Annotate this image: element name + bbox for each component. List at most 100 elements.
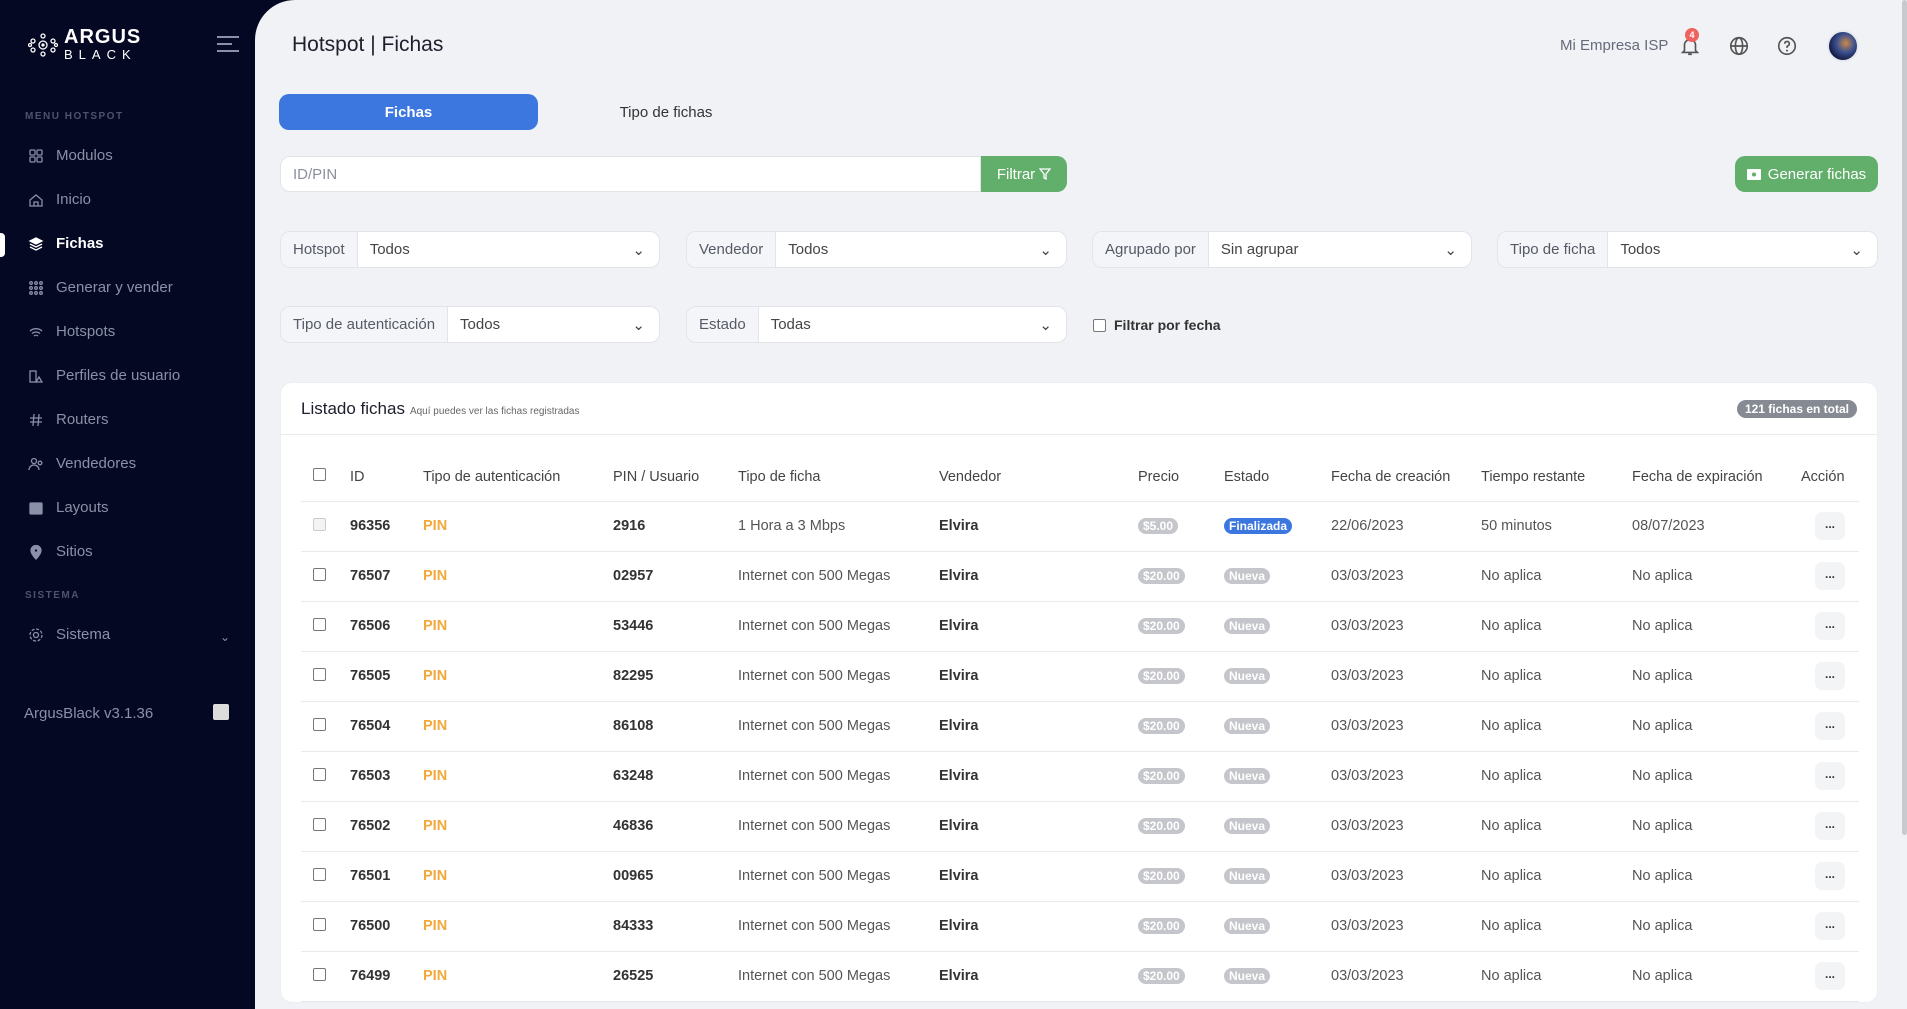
cell-restante: No aplica — [1481, 851, 1632, 902]
sidebar-item-layouts[interactable]: Layouts — [28, 499, 109, 516]
table-row[interactable]: 76499 PIN 26525 Internet con 500 Megas Elvir… — [301, 951, 1859, 1002]
generate-button[interactable]: Generar fichas — [1735, 156, 1878, 192]
row-checkbox[interactable] — [313, 567, 326, 581]
column-header[interactable]: Estado — [1224, 453, 1331, 502]
row-checkbox[interactable] — [313, 967, 326, 981]
table-row[interactable]: 76500 PIN 84333 Internet con 500 Megas Elvir… — [301, 901, 1859, 952]
cell-pin: 26525 — [613, 951, 738, 1002]
sidebar-item-generar-y-vender[interactable]: Generar y vender — [28, 279, 173, 296]
row-checkbox[interactable] — [313, 817, 326, 831]
avatar[interactable] — [1827, 30, 1859, 62]
cell-restante: No aplica — [1481, 651, 1632, 702]
scrollbar[interactable] — [1902, 0, 1907, 835]
cell-expiracion: No aplica — [1632, 751, 1801, 802]
cell-id: 76499 — [350, 951, 423, 1002]
column-header[interactable]: Tipo de autenticación — [423, 453, 613, 502]
action-button[interactable]: ... — [1815, 612, 1845, 640]
vendedor-select[interactable]: Vendedor Todos ⌄ — [686, 231, 1067, 268]
sidebar-item-sistema[interactable]: Sistema — [28, 626, 110, 643]
action-button[interactable]: ... — [1815, 812, 1845, 840]
sidebar-item-modulos[interactable]: Modulos — [28, 147, 113, 164]
row-checkbox[interactable] — [313, 767, 326, 781]
logo[interactable]: ARGUS BLACK — [28, 27, 141, 62]
chevron-down-icon: ⌄ — [1850, 241, 1863, 259]
cell-vendedor: Elvira — [939, 651, 1138, 702]
agrupado-select[interactable]: Agrupado por Sin agrupar ⌄ — [1092, 231, 1472, 268]
cell-vendedor: Elvira — [939, 851, 1138, 902]
row-checkbox[interactable] — [313, 867, 326, 881]
row-checkbox[interactable] — [313, 617, 326, 631]
table-row[interactable]: 76505 PIN 82295 Internet con 500 Megas Elvir… — [301, 651, 1859, 702]
cell-auth: PIN — [423, 751, 613, 802]
table-row[interactable]: 76503 PIN 63248 Internet con 500 Megas Elvir… — [301, 751, 1859, 802]
cell-expiracion: No aplica — [1632, 651, 1801, 702]
table-row[interactable]: 76501 PIN 00965 Internet con 500 Megas Elvir… — [301, 851, 1859, 902]
column-header[interactable]: Fecha de expiración — [1632, 453, 1801, 502]
cell-expiracion: No aplica — [1632, 951, 1801, 1002]
cell-pin: 84333 — [613, 901, 738, 952]
column-header[interactable]: ID — [350, 453, 423, 502]
tab-tipo-de-fichas[interactable]: Tipo de fichas — [619, 103, 713, 121]
column-header[interactable]: Precio — [1138, 453, 1224, 502]
menu-toggle-icon[interactable] — [217, 36, 239, 57]
sidebar-item-sitios[interactable]: Sitios — [28, 543, 93, 560]
cell-id: 76507 — [350, 551, 423, 602]
fichas-table: ID Tipo de autenticación PIN / Usuario Tipo… — [301, 453, 1859, 1002]
help-icon[interactable] — [1776, 35, 1798, 57]
estado-select[interactable]: Estado Todas ⌄ — [686, 306, 1067, 343]
table-row[interactable]: 76502 PIN 46836 Internet con 500 Megas Elvir… — [301, 801, 1859, 852]
column-header[interactable]: Tiempo restante — [1481, 453, 1632, 502]
price-badge: $20.00 — [1138, 568, 1185, 584]
action-button[interactable]: ... — [1815, 862, 1845, 890]
tipo-auth-select[interactable]: Tipo de autenticación Todos ⌄ — [280, 306, 660, 343]
flag-icon[interactable] — [213, 704, 229, 720]
cell-restante: No aplica — [1481, 801, 1632, 852]
cell-restante: No aplica — [1481, 601, 1632, 652]
search-input[interactable]: ID/PIN — [280, 156, 981, 192]
column-header[interactable]: Tipo de ficha — [738, 453, 939, 502]
row-checkbox[interactable] — [313, 667, 326, 681]
company-name[interactable]: Mi Empresa ISP — [1560, 37, 1669, 54]
hotspot-select[interactable]: Hotspot Todos ⌄ — [280, 231, 660, 268]
action-button[interactable]: ... — [1815, 662, 1845, 690]
column-header[interactable]: Fecha de creación — [1331, 453, 1481, 502]
action-button[interactable]: ... — [1815, 912, 1845, 940]
row-checkbox[interactable] — [313, 517, 326, 531]
table-row[interactable]: 76506 PIN 53446 Internet con 500 Megas Elvir… — [301, 601, 1859, 652]
cell-creacion: 22/06/2023 — [1331, 501, 1481, 552]
date-filter-checkbox[interactable]: Filtrar por fecha — [1093, 317, 1221, 333]
cell-id: 76501 — [350, 851, 423, 902]
sidebar-item-label: Vendedores — [56, 455, 137, 472]
action-button[interactable]: ... — [1815, 762, 1845, 790]
action-button[interactable]: ... — [1815, 562, 1845, 590]
tipo-ficha-select[interactable]: Tipo de ficha Todos ⌄ — [1497, 231, 1878, 268]
action-button[interactable]: ... — [1815, 962, 1845, 990]
globe-icon[interactable] — [1728, 35, 1750, 57]
checkbox[interactable] — [1093, 318, 1106, 332]
hash-icon — [30, 413, 42, 426]
table-row[interactable]: 76507 PIN 02957 Internet con 500 Megas Elvir… — [301, 551, 1859, 602]
column-header[interactable]: PIN / Usuario — [613, 453, 738, 502]
table-row[interactable]: 96356 PIN 2916 1 Hora a 3 Mbps Elvira $5.00 Fi… — [301, 501, 1859, 552]
cell-vendedor: Elvira — [939, 901, 1138, 952]
sidebar-item-inicio[interactable]: Inicio — [28, 191, 91, 208]
sidebar-item-fichas[interactable]: Fichas — [28, 235, 104, 252]
cell-vendedor: Elvira — [939, 751, 1138, 802]
cell-pin: 2916 — [613, 501, 738, 552]
sidebar-item-routers[interactable]: Routers — [28, 411, 109, 428]
filter-button[interactable]: Filtrar — [981, 156, 1067, 192]
select-value: Todos — [460, 316, 501, 333]
row-checkbox[interactable] — [313, 717, 326, 731]
sidebar-item-perfiles-de-usuario[interactable]: Perfiles de usuario — [28, 367, 180, 384]
table-row[interactable]: 76504 PIN 86108 Internet con 500 Megas Elvir… — [301, 701, 1859, 752]
action-button[interactable]: ... — [1815, 712, 1845, 740]
action-button[interactable]: ... — [1815, 512, 1845, 540]
tab-fichas[interactable]: Fichas — [279, 94, 538, 130]
column-header[interactable]: Acción — [1801, 453, 1859, 502]
sidebar-item-vendedores[interactable]: Vendedores — [28, 455, 136, 472]
column-header[interactable]: Vendedor — [939, 453, 1138, 502]
select-all-checkbox[interactable] — [313, 468, 326, 482]
sidebar-item-hotspots[interactable]: Hotspots — [28, 323, 115, 340]
row-checkbox[interactable] — [313, 917, 326, 931]
chevron-down-icon[interactable]: ⌄ — [220, 630, 231, 644]
